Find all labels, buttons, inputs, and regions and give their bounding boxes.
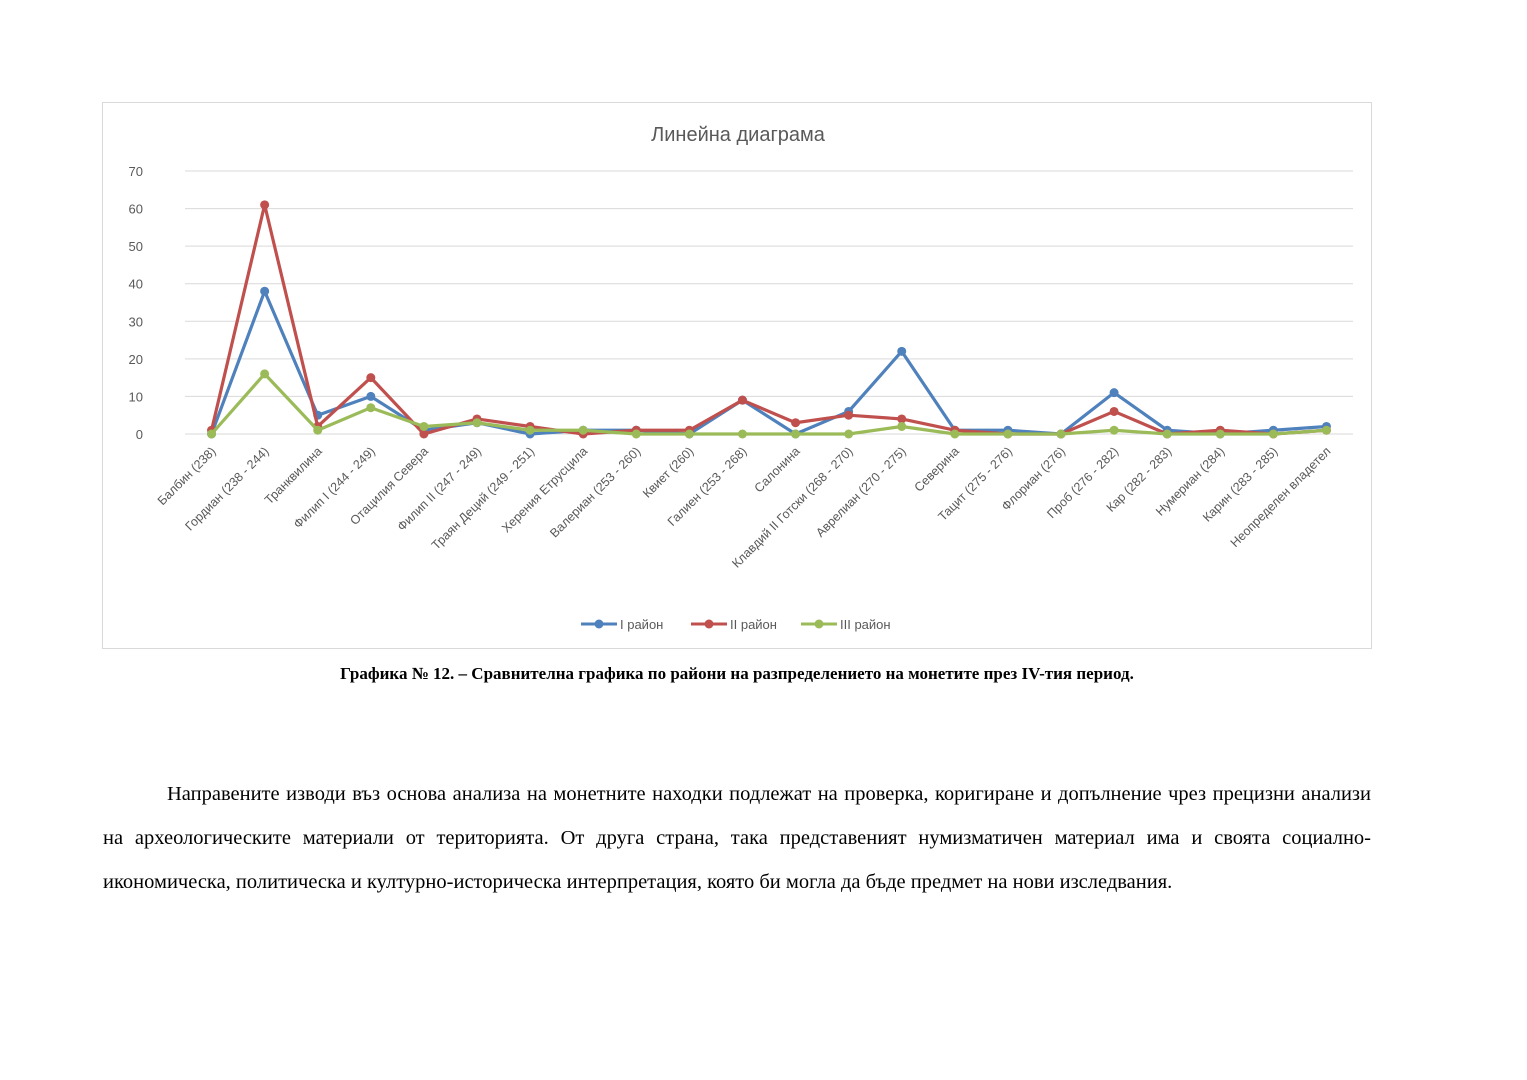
- y-tick-label: 70: [129, 164, 143, 179]
- legend-label: III район: [840, 617, 891, 632]
- y-tick-label: 0: [136, 427, 143, 442]
- y-tick-label: 60: [129, 202, 143, 217]
- data-point: [207, 429, 217, 439]
- data-point: [1268, 429, 1278, 439]
- data-point: [260, 369, 270, 379]
- data-point: [525, 425, 535, 435]
- y-tick-label: 30: [129, 314, 143, 329]
- legend-label: II район: [730, 617, 777, 632]
- data-point: [1109, 406, 1119, 416]
- data-point: [260, 286, 270, 296]
- legend-label: I район: [620, 617, 663, 632]
- data-point: [1056, 429, 1066, 439]
- data-point: [1321, 425, 1331, 435]
- data-point: [631, 429, 641, 439]
- y-tick-label: 10: [129, 389, 143, 404]
- data-point: [260, 200, 270, 210]
- data-point: [684, 429, 694, 439]
- data-point: [366, 391, 376, 401]
- x-tick-label: Квиет (260): [640, 444, 696, 500]
- data-point: [1215, 429, 1225, 439]
- series-line: [210, 372, 1327, 436]
- x-tick-label: Валериан (253 - 260): [547, 444, 643, 540]
- legend-marker: [594, 619, 604, 629]
- series-line: [209, 203, 1327, 436]
- data-point: [844, 410, 854, 420]
- data-point: [1162, 429, 1172, 439]
- data-point: [1109, 425, 1119, 435]
- data-point: [1003, 429, 1013, 439]
- data-point: [419, 421, 429, 431]
- x-tick-label: Салонина: [752, 444, 803, 495]
- chart-title: Линейна диаграма: [651, 124, 826, 146]
- data-point: [897, 414, 907, 424]
- data-point: [419, 429, 429, 439]
- data-point: [897, 346, 907, 356]
- data-point: [791, 418, 801, 428]
- data-point: [313, 425, 323, 435]
- y-tick-label: 20: [129, 352, 143, 367]
- y-tick-label: 50: [129, 239, 143, 254]
- x-tick-label: Траян Деций (249 - 251): [429, 444, 537, 552]
- data-point: [897, 421, 907, 431]
- figure-caption: Графика № 12. – Сравнителна графика по р…: [340, 664, 1134, 683]
- legend-marker: [704, 619, 714, 629]
- x-tick-label: Аврелиан (270 - 275): [813, 444, 909, 540]
- data-point: [1109, 388, 1119, 398]
- data-point: [737, 429, 747, 439]
- line-chart: Линейна диаграма 0 10 20 30 40 50 60 70 Балбин (2…: [102, 102, 1372, 649]
- data-point: [791, 429, 801, 439]
- x-tick-label: Северина: [912, 444, 962, 494]
- data-point: [844, 429, 854, 439]
- series-line: [210, 289, 1327, 436]
- legend-marker: [814, 619, 824, 629]
- data-point: [472, 418, 482, 428]
- data-point: [578, 425, 588, 435]
- data-point: [366, 403, 376, 413]
- body-paragraph: Направените изводи въз основа анализа на…: [103, 783, 1371, 893]
- data-point: [737, 395, 747, 405]
- data-point: [366, 373, 376, 383]
- data-point: [950, 429, 960, 439]
- y-tick-label: 40: [129, 277, 143, 292]
- x-tick-label: Неопределен владетел: [1228, 444, 1334, 550]
